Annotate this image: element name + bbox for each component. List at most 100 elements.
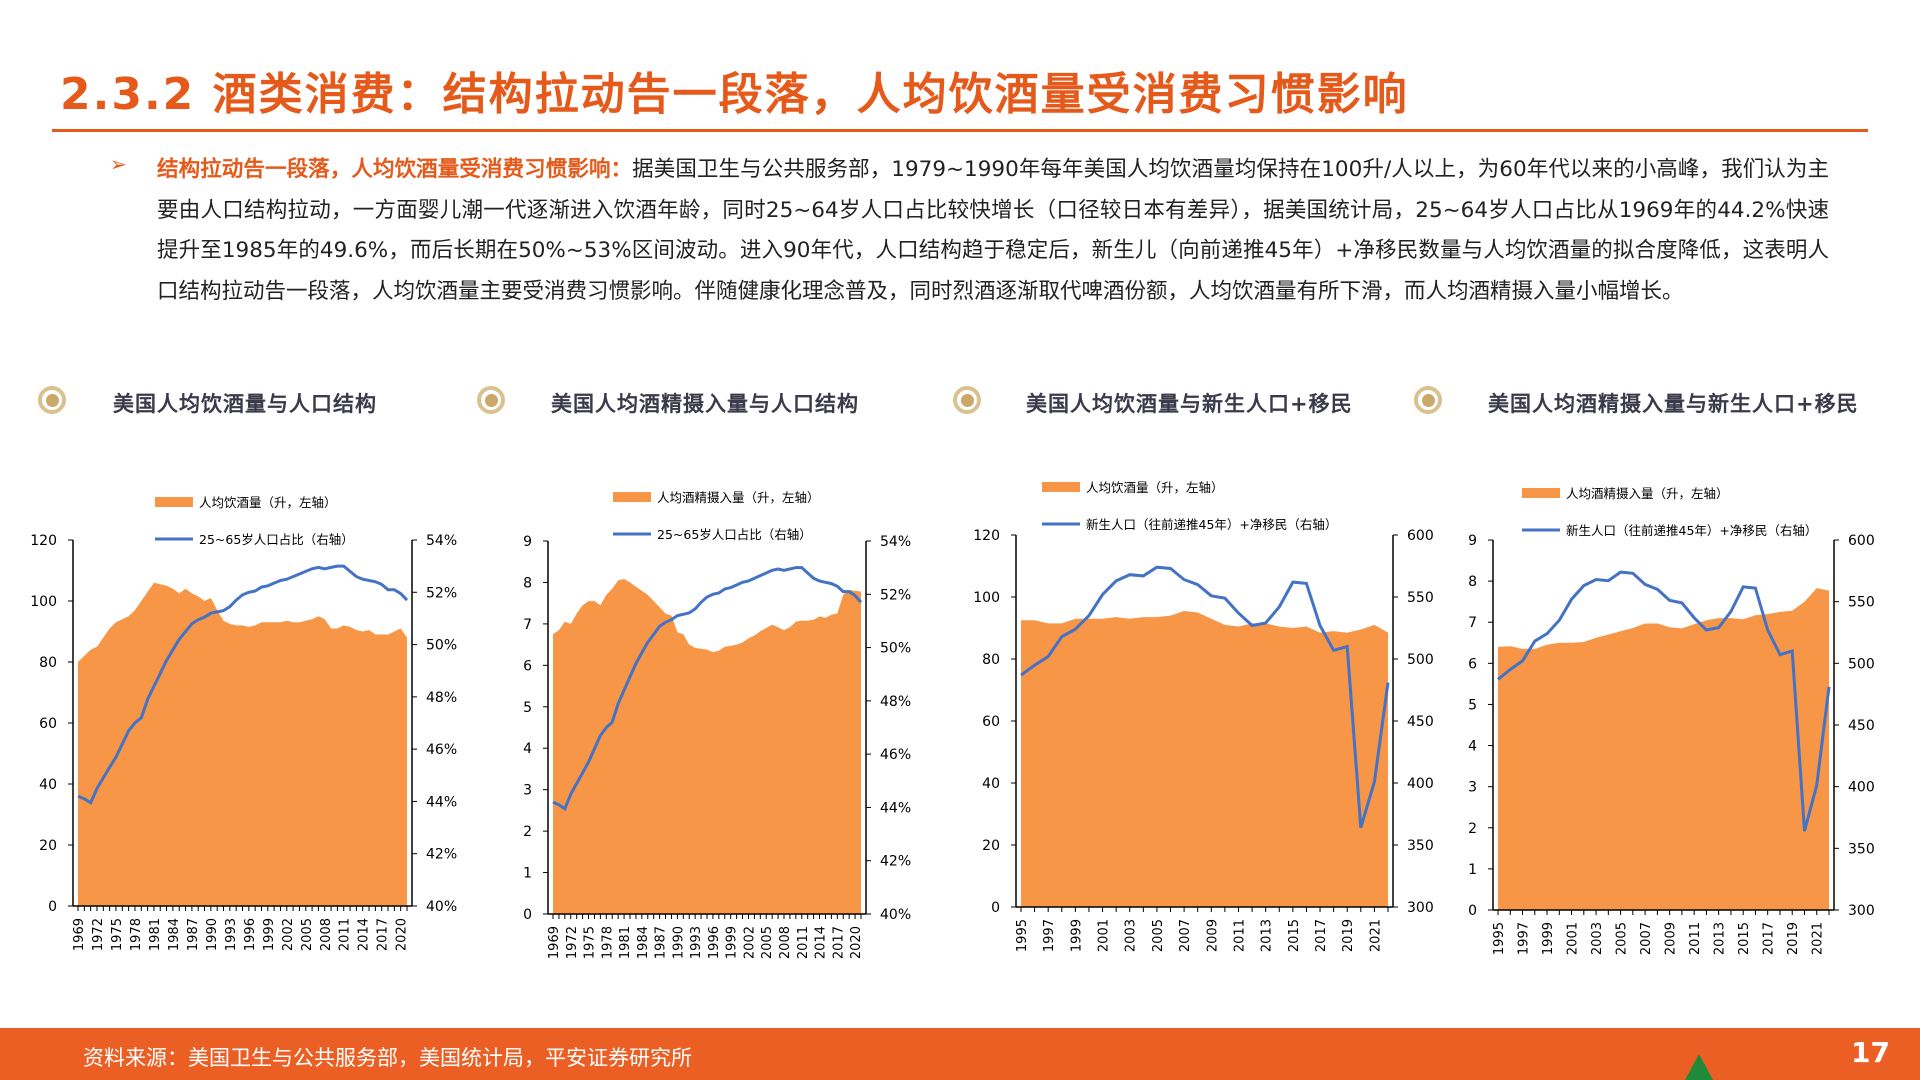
x-tick-label: 1997 — [1042, 919, 1057, 952]
right-tick-label: 54% — [426, 533, 457, 549]
x-tick-label: 2017 — [831, 926, 846, 959]
x-tick-label: 2001 — [1566, 922, 1581, 955]
left-tick-label: 4 — [1468, 739, 1477, 755]
x-tick-label: 2011 — [338, 918, 353, 951]
legend-label-line: 新生人口（往前递推45年）+净移民（右轴） — [1086, 517, 1337, 532]
area-series — [1021, 611, 1388, 907]
summary-paragraph: 结构拉动告一段落，人均饮酒量受消费习惯影响：据美国卫生与公共服务部，1979~1… — [157, 150, 1829, 312]
x-tick-label: 2002 — [281, 918, 296, 951]
x-tick-label: 1987 — [186, 918, 201, 951]
right-tick-label: 550 — [1407, 590, 1434, 606]
x-tick-label: 2009 — [1205, 919, 1220, 952]
x-tick-label: 1990 — [205, 918, 220, 951]
legend-label-area: 人均饮酒量（升，左轴） — [199, 495, 337, 510]
left-tick-label: 7 — [1468, 615, 1477, 631]
footer-source: 资料来源：美国卫生与公共服务部，美国统计局，平安证券研究所 — [83, 1046, 692, 1070]
right-tick-label: 300 — [1407, 900, 1434, 916]
left-tick-label: 7 — [523, 617, 532, 633]
left-tick-label: 100 — [973, 590, 1000, 606]
right-tick-label: 44% — [426, 794, 457, 810]
x-tick-label: 2007 — [1639, 922, 1654, 955]
x-tick-label: 2021 — [1368, 919, 1383, 952]
x-tick-label: 2013 — [1713, 922, 1728, 955]
legend-swatch-area — [1522, 488, 1560, 498]
right-tick-label: 40% — [426, 899, 457, 915]
x-tick-label: 1996 — [243, 918, 258, 951]
left-tick-label: 9 — [523, 534, 532, 550]
x-tick-label: 1999 — [262, 918, 277, 951]
target-circle-icon — [953, 386, 981, 414]
x-tick-label: 2003 — [1124, 919, 1139, 952]
legend-label-line: 25~65岁人口占比（右轴） — [199, 532, 354, 547]
company-logo-icon — [1685, 1054, 1713, 1080]
right-tick-label: 500 — [1407, 652, 1434, 668]
arrow-right-icon: ➢ — [110, 152, 127, 176]
x-tick-label: 1999 — [1541, 922, 1556, 955]
right-tick-label: 48% — [880, 694, 911, 710]
right-tick-label: 46% — [880, 747, 911, 763]
x-tick-label: 1995 — [1015, 919, 1030, 952]
legend-label-area: 人均酒精摄入量（升，左轴） — [657, 490, 820, 505]
charts-canvas: 02040608010012040%42%44%46%48%50%52%54%1… — [30, 480, 1875, 959]
x-tick-label: 1972 — [91, 918, 106, 951]
x-tick-label: 1984 — [167, 918, 182, 951]
left-tick-label: 40 — [39, 777, 57, 793]
right-tick-label: 350 — [1407, 838, 1434, 854]
area-series — [553, 579, 861, 914]
left-tick-label: 120 — [30, 533, 57, 549]
legend-label-line: 新生人口（往前递推45年）+净移民（右轴） — [1566, 523, 1817, 538]
x-tick-label: 2015 — [1737, 922, 1752, 955]
x-tick-label: 2002 — [742, 926, 757, 959]
x-tick-label: 2003 — [1590, 922, 1605, 955]
left-tick-label: 5 — [1468, 697, 1477, 713]
page-number: 17 — [1851, 1036, 1890, 1069]
line-series — [552, 566, 863, 812]
paragraph-lead: 结构拉动告一段落，人均饮酒量受消费习惯影响： — [157, 157, 633, 182]
left-tick-label: 20 — [39, 838, 57, 854]
right-tick-label: 300 — [1848, 903, 1875, 919]
right-tick-label: 500 — [1848, 656, 1875, 672]
x-tick-label: 2008 — [319, 918, 334, 951]
right-tick-label: 40% — [880, 907, 911, 923]
x-tick-label: 1993 — [224, 918, 239, 951]
left-tick-label: 3 — [523, 783, 532, 799]
x-tick-label: 1969 — [547, 926, 562, 959]
legend-label-area: 人均饮酒量（升，左轴） — [1086, 480, 1224, 495]
line-series — [1020, 565, 1390, 829]
right-tick-label: 48% — [426, 690, 457, 706]
right-tick-label: 52% — [880, 587, 911, 603]
x-tick-label: 1990 — [671, 926, 686, 959]
x-tick-label: 2020 — [849, 926, 864, 959]
left-tick-label: 40 — [982, 776, 1000, 792]
x-tick-label: 1978 — [129, 918, 144, 951]
x-tick-label: 2017 — [1314, 919, 1329, 952]
left-tick-label: 0 — [48, 899, 57, 915]
left-tick-label: 60 — [39, 716, 57, 732]
x-tick-label: 2021 — [1811, 922, 1826, 955]
right-tick-label: 42% — [880, 854, 911, 870]
left-tick-label: 120 — [973, 528, 1000, 544]
x-tick-label: 2008 — [778, 926, 793, 959]
footer-bar — [0, 1028, 1920, 1080]
area-series — [1498, 588, 1829, 910]
line-series — [1497, 570, 1831, 832]
x-tick-label: 1984 — [636, 926, 651, 959]
x-tick-label: 2014 — [357, 918, 372, 951]
right-tick-label: 52% — [426, 585, 457, 601]
target-circle-icon — [477, 386, 505, 414]
x-tick-label: 1995 — [1492, 922, 1507, 955]
left-tick-label: 0 — [523, 907, 532, 923]
x-tick-label: 2011 — [1688, 922, 1703, 955]
x-tick-label: 1987 — [654, 926, 669, 959]
right-tick-label: 450 — [1407, 714, 1434, 730]
right-tick-label: 350 — [1848, 841, 1875, 857]
legend-swatch-area — [1042, 482, 1080, 492]
right-tick-label: 600 — [1848, 533, 1875, 549]
x-tick-label: 2014 — [814, 926, 829, 959]
x-tick-label: 2017 — [1762, 922, 1777, 955]
legend-label-line: 25~65岁人口占比（右轴） — [657, 527, 812, 542]
x-tick-label: 2013 — [1260, 919, 1275, 952]
target-circle-icon — [38, 386, 66, 414]
section-title-1: 美国人均饮酒量与人口结构 — [113, 392, 377, 416]
legend-swatch-area — [155, 497, 193, 507]
